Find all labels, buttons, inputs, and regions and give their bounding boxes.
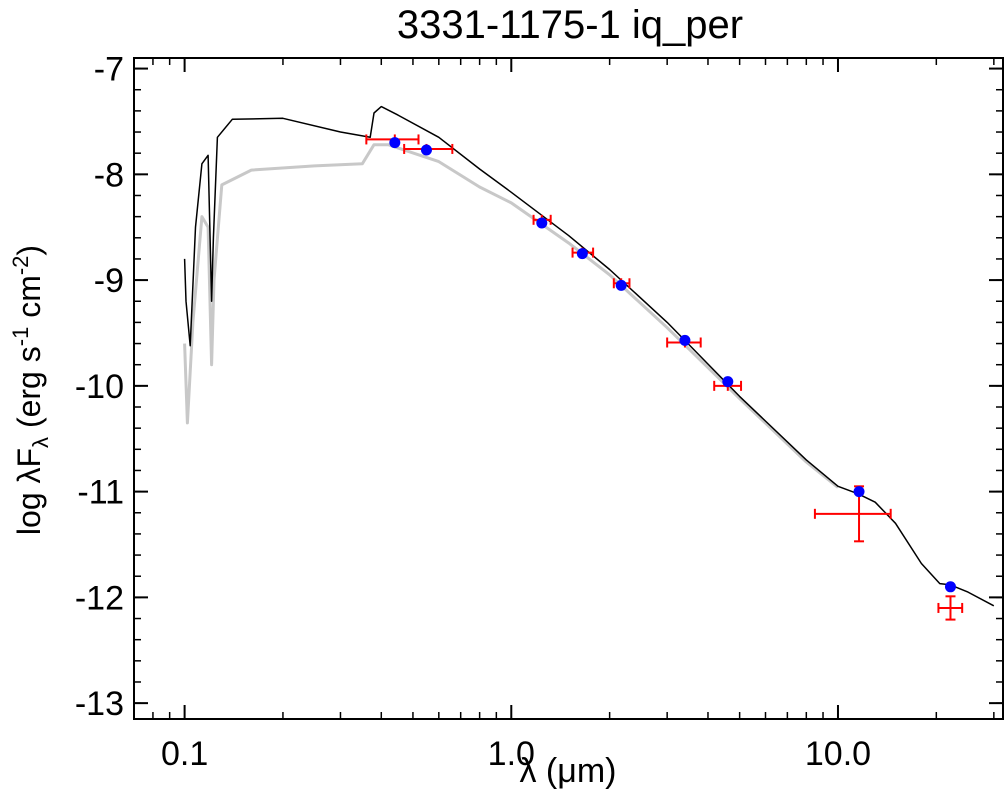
reddened-model-spectrum (183, 143, 839, 489)
model-point (853, 486, 865, 498)
observed-point (813, 485, 892, 543)
model-spectrum (183, 105, 995, 607)
x-tick-label: 0.1 (161, 735, 208, 773)
y-tick-label: -9 (94, 262, 124, 300)
y-tick-label: -7 (94, 51, 124, 89)
y-tick-label: -10 (75, 368, 124, 406)
y-tick-label: -8 (94, 156, 124, 194)
observed-points (365, 134, 964, 621)
model-spectra (183, 105, 995, 607)
x-tick-label: 10.0 (805, 735, 871, 773)
chart-title: 3331-1175-1 iq_per (397, 3, 743, 47)
axis-ticks: -7 -8 -9 -10 -11 -12 -13 0.1 1.0 10.0 (75, 51, 1003, 773)
model-points (389, 137, 956, 593)
model-point (944, 581, 956, 593)
y-tick-label: -12 (75, 579, 124, 617)
plot-frame (133, 57, 1004, 720)
model-point (722, 376, 734, 388)
model-point (536, 217, 548, 229)
model-point (389, 137, 401, 149)
y-axis-label: log λFλ (erg s-1 cm-2) (8, 245, 53, 535)
x-axis-label: λ (μm) (519, 752, 616, 790)
model-point (679, 334, 691, 346)
model-point (420, 144, 432, 156)
model-point (576, 248, 588, 260)
model-point (615, 279, 627, 291)
x-tick-label: 1.0 (488, 735, 535, 773)
y-tick-label: -11 (77, 474, 124, 512)
y-tick-label: -13 (75, 685, 124, 723)
observed-point (937, 595, 964, 621)
